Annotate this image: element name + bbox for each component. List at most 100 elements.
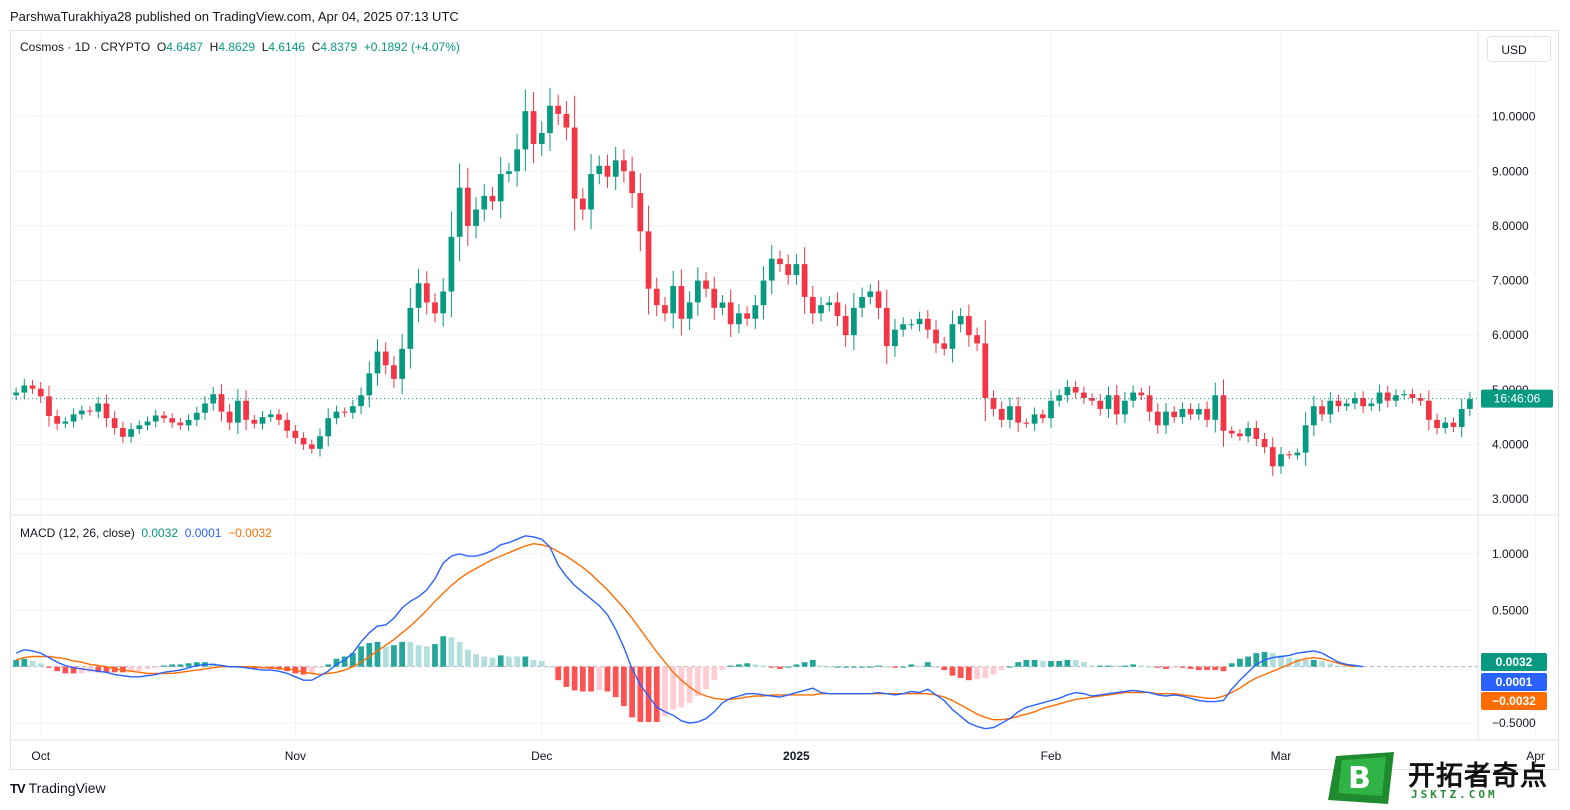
macd-histogram-bar: [374, 641, 381, 667]
macd-histogram-bar: [579, 666, 586, 692]
candle-body: [1080, 392, 1087, 398]
watermark-badge-icon: B: [1328, 752, 1394, 804]
time-tick-label: Apr: [1526, 749, 1545, 763]
candle-body: [1434, 419, 1440, 429]
candle-body: [325, 418, 332, 437]
macd-value-tag-label: −0.0032: [1492, 694, 1536, 708]
macd-value-tag-label: 0.0001: [1496, 675, 1533, 689]
macd-histogram-bar: [349, 653, 356, 667]
time-tick-label: 2025: [783, 749, 810, 763]
macd-histogram-bar: [1237, 658, 1243, 667]
candle-body: [514, 149, 521, 172]
candle-body: [637, 193, 644, 232]
candle-body: [744, 313, 750, 319]
macd-histogram-bar: [1130, 664, 1137, 667]
macd-indicator-label[interactable]: MACD (12, 26, close): [20, 526, 135, 540]
candle-body: [1105, 395, 1112, 409]
macd-histogram-bar: [440, 636, 447, 667]
candle-body: [571, 127, 578, 199]
candle-body: [1253, 428, 1260, 439]
candle-body: [276, 414, 282, 420]
candle-body: [752, 305, 759, 319]
macd-histogram-bar: [276, 666, 282, 669]
candle-body: [193, 412, 200, 420]
candle-body: [1401, 394, 1408, 396]
macd-line-value: 0.0001: [184, 526, 222, 540]
candle-body: [391, 365, 397, 379]
open-label: O: [156, 40, 167, 54]
candle-body: [103, 403, 110, 419]
price-tick-label: 6.0000: [1492, 328, 1529, 342]
macd-histogram-bar: [1089, 665, 1095, 667]
macd-histogram-bar: [415, 645, 422, 667]
candle-body: [152, 415, 159, 422]
macd-histogram-bar: [489, 657, 496, 667]
macd-histogram-bar: [407, 641, 414, 667]
candle-body: [358, 395, 364, 407]
macd-histogram-bar: [933, 666, 939, 668]
candle-body: [29, 385, 36, 389]
macd-histogram-bar: [341, 656, 348, 667]
macd-histogram-bar: [1080, 662, 1087, 667]
macd-histogram-bar: [37, 663, 44, 667]
candle-body: [1286, 454, 1293, 456]
macd-value-tag: [1481, 653, 1547, 671]
price-tick-label: 10.0000: [1492, 110, 1536, 124]
candle-body: [908, 324, 915, 326]
candle-body: [415, 283, 422, 308]
candle-body: [530, 111, 537, 144]
candle-body: [202, 403, 208, 413]
candle-body: [407, 307, 414, 349]
candle-body: [177, 422, 184, 426]
symbol-label[interactable]: Cosmos · 1D · CRYPTO: [20, 40, 151, 54]
macd-histogram-bar: [317, 666, 323, 668]
candle-body: [1163, 411, 1169, 426]
macd-histogram-bar: [547, 666, 553, 668]
time-tick-label: Mar: [1271, 749, 1292, 763]
candle-body: [547, 105, 553, 134]
macd-histogram-bar: [834, 666, 841, 668]
macd-histogram-bar: [497, 655, 504, 667]
time-tick-label: Dec: [531, 749, 552, 763]
candle-body: [801, 264, 808, 297]
macd-histogram-bar: [1327, 663, 1334, 667]
macd-histogram-bar: [1113, 665, 1120, 667]
candle-body: [243, 400, 249, 420]
candle-body: [46, 396, 52, 417]
candle-body: [1393, 395, 1399, 401]
macd-histogram-bar: [358, 646, 364, 667]
currency-button[interactable]: USD: [1487, 36, 1551, 62]
macd-histogram-bar: [571, 666, 578, 691]
macd-histogram-bar: [62, 666, 69, 674]
candle-body: [1048, 400, 1054, 419]
candle-body: [588, 174, 594, 210]
macd-histogram-bar: [1319, 661, 1325, 667]
candle-body: [924, 318, 931, 330]
candle-body: [859, 296, 865, 308]
candle-body: [87, 410, 93, 412]
macd-histogram-bar: [136, 666, 143, 672]
candle-body: [875, 291, 882, 308]
tradingview-logo[interactable]: TV TradingView: [10, 780, 106, 796]
macd-histogram-bar: [325, 664, 332, 667]
candle-body: [292, 430, 299, 438]
candle-body: [1179, 408, 1186, 418]
candle-body: [1023, 422, 1030, 424]
candle-body: [982, 343, 989, 398]
macd-histogram-bar: [736, 664, 742, 667]
macd-histogram-bar: [777, 666, 783, 669]
candle-body: [259, 417, 266, 424]
candle-body: [760, 280, 767, 306]
candle-body: [727, 302, 734, 325]
candle-body: [1138, 392, 1145, 396]
candle-body: [933, 329, 939, 344]
candle-body: [842, 316, 849, 336]
macd-value-tag: [1481, 673, 1547, 691]
candle-body: [169, 418, 176, 423]
change-value: +0.1892 (+4.07%): [363, 40, 460, 54]
macd-histogram-bar: [448, 637, 455, 667]
candle-body: [440, 291, 447, 314]
candle-body: [1335, 400, 1342, 407]
macd-histogram-bar: [760, 665, 767, 667]
